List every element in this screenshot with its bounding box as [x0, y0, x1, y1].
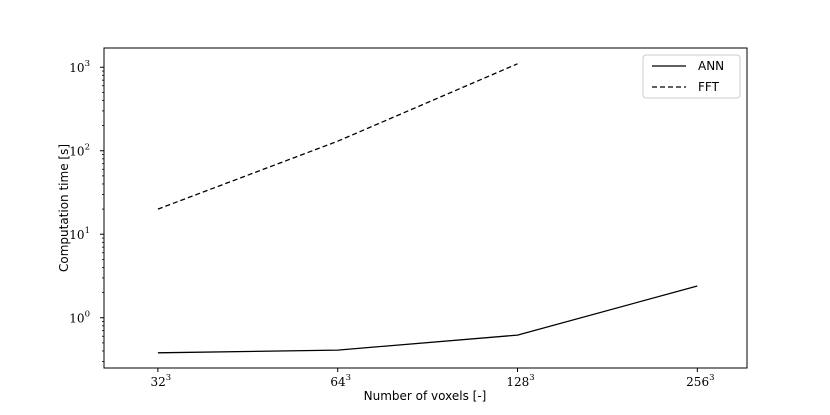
y-tick-label: 101 [69, 226, 90, 242]
y-tick-label: 103 [69, 59, 90, 75]
legend-box [642, 54, 741, 99]
x-tick-label: 2563 [686, 373, 714, 389]
x-tick-label: 643 [330, 373, 351, 389]
series-line-fft [157, 63, 518, 210]
y-tick-label: 102 [69, 143, 90, 159]
x-axis-ticks: 323 643 1283 2563 [151, 368, 715, 389]
y-tick-label: 100 [69, 310, 90, 326]
y-axis-title: Computation time [s] [57, 144, 71, 272]
x-tick-label: 323 [151, 373, 172, 389]
series-line-ann [157, 285, 698, 354]
y-axis-ticks: 100 101 102 103 [69, 59, 104, 362]
x-axis-title: Number of voxels [-] [364, 389, 487, 403]
plot-frame [103, 47, 748, 369]
x-tick-label: 1283 [506, 373, 534, 389]
legend-label-ann: ANN [698, 59, 724, 73]
legend-label-fft: FFT [698, 80, 720, 94]
legend: ANN FFT [642, 54, 741, 99]
series-lines [157, 63, 698, 354]
